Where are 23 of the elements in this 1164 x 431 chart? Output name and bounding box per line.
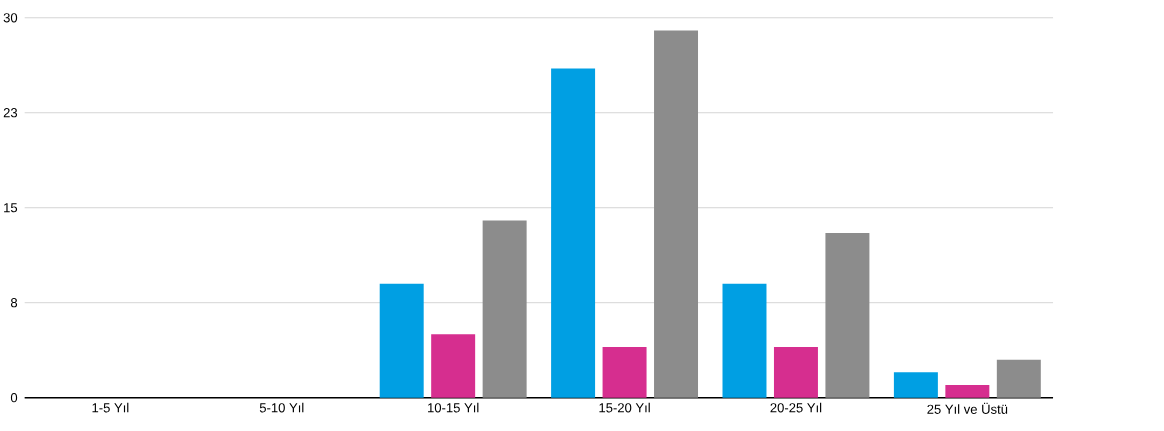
bar	[379, 283, 424, 398]
y-tick-label: 30	[3, 12, 18, 23]
x-tick-label: 1-5 Yıl	[92, 402, 129, 413]
bar	[602, 346, 647, 398]
bar	[773, 346, 818, 398]
x-tick-label: 20-25 Yıl	[770, 402, 822, 413]
y-tick-label: 0	[10, 392, 18, 403]
bar	[431, 334, 476, 398]
bar	[482, 220, 527, 398]
y-tick-label: 15	[4, 203, 18, 213]
x-tick-label: 25 Yıl ve Üstü	[927, 402, 1008, 414]
y-tick-label: 23	[3, 107, 18, 118]
bar	[551, 68, 596, 398]
y-tick-label: 8	[10, 297, 18, 308]
bar	[722, 283, 767, 398]
bar	[945, 384, 990, 398]
x-tick-label: 10-15 Yıl	[428, 402, 479, 413]
bar	[825, 232, 870, 398]
bar	[893, 372, 938, 398]
x-tick-label: 5-10 Yıl	[259, 402, 304, 413]
bar	[996, 359, 1041, 398]
x-tick-label: 15-20 Yıl	[599, 402, 650, 413]
bar	[654, 30, 699, 398]
